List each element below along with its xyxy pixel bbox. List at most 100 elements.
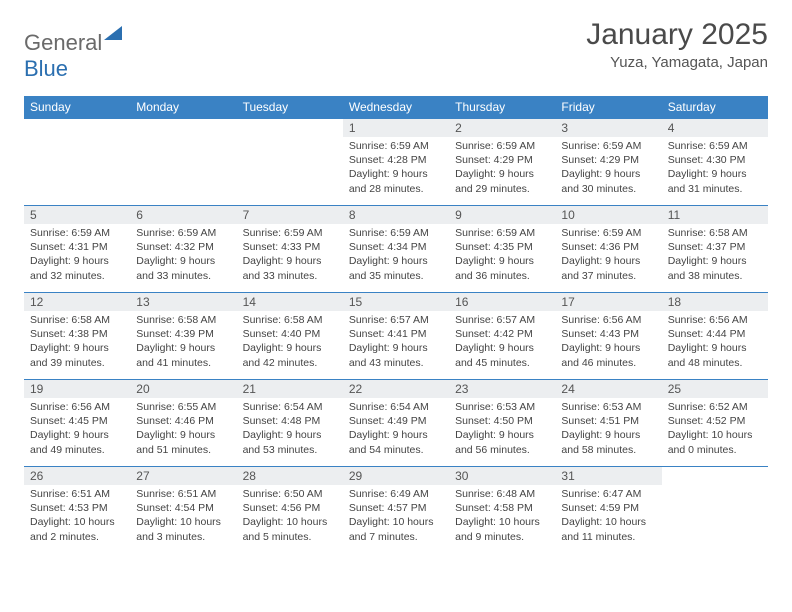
calendar-cell [237, 119, 343, 206]
day-info: Sunrise: 6:59 AMSunset: 4:35 PMDaylight:… [449, 224, 555, 287]
calendar-table: SundayMondayTuesdayWednesdayThursdayFrid… [24, 96, 768, 553]
day-number: 14 [237, 293, 343, 311]
calendar-week-row: 12Sunrise: 6:58 AMSunset: 4:38 PMDayligh… [24, 293, 768, 380]
calendar-cell: 31Sunrise: 6:47 AMSunset: 4:59 PMDayligh… [555, 467, 661, 554]
page-title: January 2025 [586, 18, 768, 52]
calendar-cell: 26Sunrise: 6:51 AMSunset: 4:53 PMDayligh… [24, 467, 130, 554]
day-info: Sunrise: 6:59 AMSunset: 4:33 PMDaylight:… [237, 224, 343, 287]
day-number: 20 [130, 380, 236, 398]
weekday-header: Wednesday [343, 96, 449, 119]
calendar-cell: 8Sunrise: 6:59 AMSunset: 4:34 PMDaylight… [343, 206, 449, 293]
day-number: 12 [24, 293, 130, 311]
day-info: Sunrise: 6:56 AMSunset: 4:43 PMDaylight:… [555, 311, 661, 374]
calendar-cell: 4Sunrise: 6:59 AMSunset: 4:30 PMDaylight… [662, 119, 768, 206]
logo-word-b: Blue [24, 56, 68, 81]
calendar-cell: 25Sunrise: 6:52 AMSunset: 4:52 PMDayligh… [662, 380, 768, 467]
calendar-cell: 21Sunrise: 6:54 AMSunset: 4:48 PMDayligh… [237, 380, 343, 467]
day-info: Sunrise: 6:47 AMSunset: 4:59 PMDaylight:… [555, 485, 661, 548]
day-number: 27 [130, 467, 236, 485]
calendar-cell: 14Sunrise: 6:58 AMSunset: 4:40 PMDayligh… [237, 293, 343, 380]
day-info: Sunrise: 6:53 AMSunset: 4:51 PMDaylight:… [555, 398, 661, 461]
calendar-cell: 24Sunrise: 6:53 AMSunset: 4:51 PMDayligh… [555, 380, 661, 467]
day-info: Sunrise: 6:59 AMSunset: 4:32 PMDaylight:… [130, 224, 236, 287]
day-number: 30 [449, 467, 555, 485]
calendar-cell: 28Sunrise: 6:50 AMSunset: 4:56 PMDayligh… [237, 467, 343, 554]
day-info: Sunrise: 6:48 AMSunset: 4:58 PMDaylight:… [449, 485, 555, 548]
calendar-cell: 29Sunrise: 6:49 AMSunset: 4:57 PMDayligh… [343, 467, 449, 554]
header: General Blue January 2025 Yuza, Yamagata… [24, 18, 768, 82]
weekday-header: Thursday [449, 96, 555, 119]
day-info: Sunrise: 6:54 AMSunset: 4:48 PMDaylight:… [237, 398, 343, 461]
triangle-icon [104, 26, 122, 40]
calendar-cell: 17Sunrise: 6:56 AMSunset: 4:43 PMDayligh… [555, 293, 661, 380]
calendar-cell: 15Sunrise: 6:57 AMSunset: 4:41 PMDayligh… [343, 293, 449, 380]
weekday-header: Friday [555, 96, 661, 119]
day-number: 1 [343, 119, 449, 137]
calendar-cell: 5Sunrise: 6:59 AMSunset: 4:31 PMDaylight… [24, 206, 130, 293]
calendar-cell [24, 119, 130, 206]
day-number: 11 [662, 206, 768, 224]
calendar-cell: 20Sunrise: 6:55 AMSunset: 4:46 PMDayligh… [130, 380, 236, 467]
calendar-cell: 19Sunrise: 6:56 AMSunset: 4:45 PMDayligh… [24, 380, 130, 467]
day-info: Sunrise: 6:58 AMSunset: 4:39 PMDaylight:… [130, 311, 236, 374]
day-number: 18 [662, 293, 768, 311]
weekday-header-row: SundayMondayTuesdayWednesdayThursdayFrid… [24, 96, 768, 119]
day-number: 3 [555, 119, 661, 137]
calendar-cell: 18Sunrise: 6:56 AMSunset: 4:44 PMDayligh… [662, 293, 768, 380]
day-info: Sunrise: 6:55 AMSunset: 4:46 PMDaylight:… [130, 398, 236, 461]
day-info: Sunrise: 6:56 AMSunset: 4:44 PMDaylight:… [662, 311, 768, 374]
day-number: 4 [662, 119, 768, 137]
calendar-cell [130, 119, 236, 206]
day-info: Sunrise: 6:51 AMSunset: 4:54 PMDaylight:… [130, 485, 236, 548]
day-info: Sunrise: 6:49 AMSunset: 4:57 PMDaylight:… [343, 485, 449, 548]
day-number: 13 [130, 293, 236, 311]
day-info: Sunrise: 6:58 AMSunset: 4:37 PMDaylight:… [662, 224, 768, 287]
calendar-cell: 13Sunrise: 6:58 AMSunset: 4:39 PMDayligh… [130, 293, 236, 380]
day-number: 9 [449, 206, 555, 224]
calendar-body: 1Sunrise: 6:59 AMSunset: 4:28 PMDaylight… [24, 119, 768, 554]
logo: General Blue [24, 18, 122, 82]
day-info: Sunrise: 6:53 AMSunset: 4:50 PMDaylight:… [449, 398, 555, 461]
day-number: 29 [343, 467, 449, 485]
calendar-cell: 27Sunrise: 6:51 AMSunset: 4:54 PMDayligh… [130, 467, 236, 554]
day-number: 2 [449, 119, 555, 137]
day-number: 21 [237, 380, 343, 398]
day-info: Sunrise: 6:52 AMSunset: 4:52 PMDaylight:… [662, 398, 768, 461]
weekday-header: Monday [130, 96, 236, 119]
day-number: 8 [343, 206, 449, 224]
calendar-week-row: 5Sunrise: 6:59 AMSunset: 4:31 PMDaylight… [24, 206, 768, 293]
day-info: Sunrise: 6:50 AMSunset: 4:56 PMDaylight:… [237, 485, 343, 548]
calendar-cell [662, 467, 768, 554]
day-info: Sunrise: 6:57 AMSunset: 4:42 PMDaylight:… [449, 311, 555, 374]
day-info: Sunrise: 6:59 AMSunset: 4:31 PMDaylight:… [24, 224, 130, 287]
calendar-cell: 12Sunrise: 6:58 AMSunset: 4:38 PMDayligh… [24, 293, 130, 380]
day-number: 5 [24, 206, 130, 224]
day-info: Sunrise: 6:59 AMSunset: 4:28 PMDaylight:… [343, 137, 449, 200]
day-info: Sunrise: 6:58 AMSunset: 4:38 PMDaylight:… [24, 311, 130, 374]
logo-text: General Blue [24, 26, 122, 82]
calendar-cell: 1Sunrise: 6:59 AMSunset: 4:28 PMDaylight… [343, 119, 449, 206]
day-number: 28 [237, 467, 343, 485]
calendar-cell: 16Sunrise: 6:57 AMSunset: 4:42 PMDayligh… [449, 293, 555, 380]
day-info: Sunrise: 6:54 AMSunset: 4:49 PMDaylight:… [343, 398, 449, 461]
day-info: Sunrise: 6:59 AMSunset: 4:36 PMDaylight:… [555, 224, 661, 287]
day-number: 17 [555, 293, 661, 311]
calendar-week-row: 26Sunrise: 6:51 AMSunset: 4:53 PMDayligh… [24, 467, 768, 554]
day-info: Sunrise: 6:59 AMSunset: 4:34 PMDaylight:… [343, 224, 449, 287]
calendar-cell: 7Sunrise: 6:59 AMSunset: 4:33 PMDaylight… [237, 206, 343, 293]
logo-word-a: General [24, 30, 102, 55]
day-info: Sunrise: 6:59 AMSunset: 4:29 PMDaylight:… [555, 137, 661, 200]
calendar-cell: 30Sunrise: 6:48 AMSunset: 4:58 PMDayligh… [449, 467, 555, 554]
title-block: January 2025 Yuza, Yamagata, Japan [586, 18, 768, 71]
calendar-week-row: 1Sunrise: 6:59 AMSunset: 4:28 PMDaylight… [24, 119, 768, 206]
calendar-cell: 6Sunrise: 6:59 AMSunset: 4:32 PMDaylight… [130, 206, 236, 293]
calendar-cell: 11Sunrise: 6:58 AMSunset: 4:37 PMDayligh… [662, 206, 768, 293]
day-info: Sunrise: 6:58 AMSunset: 4:40 PMDaylight:… [237, 311, 343, 374]
day-number: 6 [130, 206, 236, 224]
day-number: 25 [662, 380, 768, 398]
weekday-header: Sunday [24, 96, 130, 119]
day-number: 19 [24, 380, 130, 398]
location: Yuza, Yamagata, Japan [586, 54, 768, 71]
calendar-cell: 22Sunrise: 6:54 AMSunset: 4:49 PMDayligh… [343, 380, 449, 467]
calendar-cell: 3Sunrise: 6:59 AMSunset: 4:29 PMDaylight… [555, 119, 661, 206]
